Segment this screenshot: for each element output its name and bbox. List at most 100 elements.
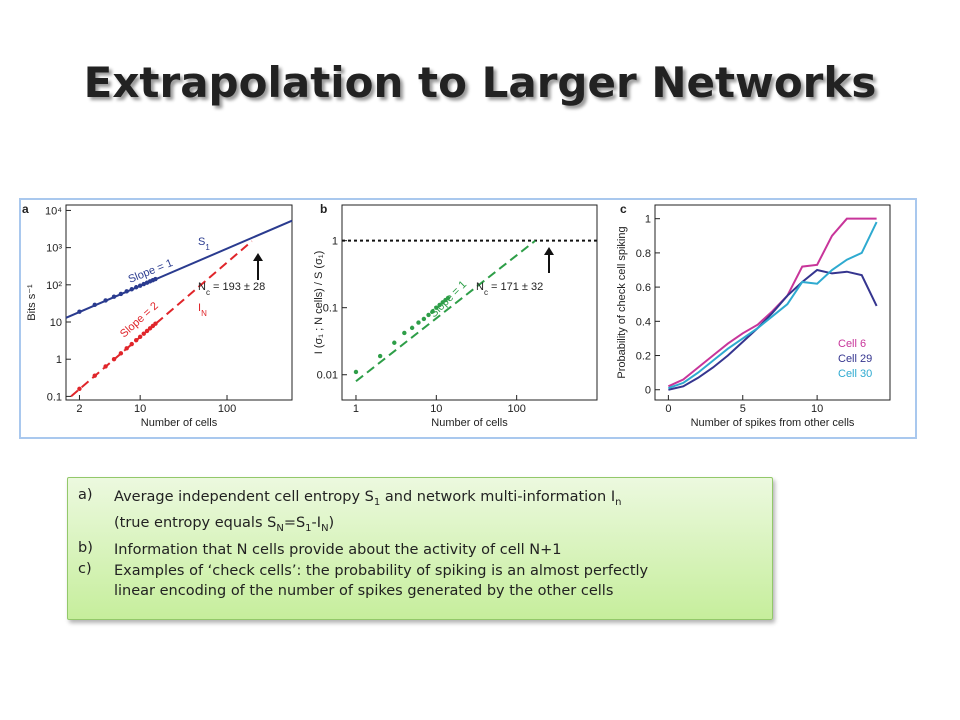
x-tick-label: 1	[353, 403, 359, 415]
data-point	[92, 302, 97, 308]
note-line: linear encoding of the number of spikes …	[114, 581, 648, 601]
legend-entry: Cell 6	[838, 338, 866, 350]
panel-label: c	[620, 202, 627, 216]
note-item: a) Average independent cell entropy S1 an…	[78, 487, 772, 539]
y-tick-label: 0.1	[47, 391, 62, 403]
data-point	[133, 285, 139, 290]
x-tick-label: 5	[740, 403, 746, 415]
slide-title: Extrapolation to Larger Networks	[83, 58, 877, 107]
data-point	[416, 320, 421, 325]
data-point	[111, 294, 117, 299]
data-point	[392, 340, 397, 345]
text-run: )	[328, 514, 335, 531]
x-axis-label: Number of cells	[141, 417, 218, 429]
note-line: Examples of ‘check cells’: the probabili…	[114, 561, 648, 581]
text-run: and network multi-information I	[380, 489, 616, 505]
y-tick-label: 10²	[46, 280, 62, 292]
subscript: c	[484, 288, 488, 297]
y-tick-label: 0.2	[636, 351, 651, 363]
series-line	[355, 239, 536, 383]
subscript: N	[201, 309, 207, 318]
figure-frame	[19, 198, 917, 439]
data-point	[353, 369, 359, 375]
data-point	[118, 351, 124, 356]
x-axis-label: Number of spikes from other cells	[691, 417, 855, 429]
data-point	[111, 357, 117, 362]
data-point	[129, 287, 134, 292]
data-point	[153, 321, 158, 326]
note-text: Examples of ‘check cells’: the probabili…	[114, 561, 648, 601]
note-line: Information that N cells provide about t…	[114, 540, 562, 560]
text-run: linear encoding of the number of spikes …	[114, 582, 614, 599]
plot-frame	[654, 204, 891, 401]
series-line	[70, 240, 253, 398]
data-point	[377, 353, 383, 359]
data-point	[133, 338, 139, 343]
arrow-head	[253, 253, 263, 261]
text-run: = 193 ± 28	[210, 281, 265, 293]
text-run: -I	[311, 514, 322, 531]
data-point	[445, 295, 451, 301]
data-point	[118, 291, 124, 297]
y-tick-label: 1	[332, 236, 338, 248]
text-run: S	[198, 236, 205, 248]
data-point	[137, 334, 143, 340]
series-line	[667, 217, 877, 388]
data-point	[153, 276, 158, 282]
subscript: c	[206, 288, 210, 297]
data-point	[103, 298, 108, 303]
data-point	[409, 325, 415, 331]
text-run: = 171 ± 32	[488, 281, 543, 293]
panel: b Number of cells I (σ₁ ; N cells) / S (σ₁…	[313, 202, 598, 429]
note-line: (true entropy equals SN=S1-IN)	[114, 513, 621, 539]
note-marker: b)	[78, 539, 93, 556]
y-tick-label: 1	[645, 214, 651, 226]
y-tick-label: 0.6	[636, 282, 651, 294]
data-point	[129, 341, 134, 347]
x-tick-label: 100	[218, 403, 236, 415]
y-axis-label: I (σ₁ ; N cells) / S (σ₁)	[313, 251, 325, 355]
data-point	[402, 330, 407, 336]
plot-frame	[65, 204, 293, 401]
subscript: 1	[205, 243, 210, 252]
note-item: c) Examples of ‘check cells’: the probabi…	[78, 561, 772, 601]
data-point	[144, 328, 150, 334]
y-tick-label: 0.4	[636, 316, 651, 328]
x-tick-label: 10	[430, 403, 442, 415]
data-point	[437, 302, 442, 308]
x-tick-label: 2	[76, 403, 82, 415]
text-run: N	[476, 281, 484, 293]
panel: c Number of spikes from other cells Probab…	[616, 202, 891, 429]
text-run: Examples of ‘check cells’: the probabili…	[114, 562, 649, 579]
annotation: IN	[198, 302, 207, 318]
subscript: n	[615, 496, 622, 508]
data-point	[124, 346, 129, 351]
y-tick-label: 10	[50, 317, 62, 329]
series-line	[668, 221, 878, 389]
data-point	[92, 373, 97, 378]
note-item: b) Information that N cells provide about…	[78, 540, 772, 560]
data-point	[421, 316, 427, 322]
note-marker: a)	[78, 487, 93, 503]
subscript: N	[276, 522, 284, 534]
panel-label: a	[22, 202, 29, 216]
y-tick-label: 0	[645, 385, 651, 397]
plot-frame	[341, 204, 598, 401]
notes-box: a) Average independent cell entropy S1 an…	[67, 477, 773, 620]
legend-entry: Cell 30	[838, 368, 872, 380]
data-point	[141, 331, 146, 336]
y-tick-label: 10³	[46, 243, 62, 255]
annotation: S1	[198, 236, 210, 252]
data-point	[426, 312, 431, 318]
text-run: Information that N cells provide about t…	[114, 541, 562, 558]
data-point	[430, 309, 435, 314]
subscript: 1	[373, 496, 381, 508]
data-point	[77, 386, 82, 392]
x-axis-label: Number of cells	[431, 417, 508, 429]
legend-entry: Cell 29	[838, 353, 872, 365]
subscript: 1	[305, 522, 312, 534]
panel-label: b	[320, 202, 327, 216]
x-tick-label: 0	[665, 403, 671, 415]
